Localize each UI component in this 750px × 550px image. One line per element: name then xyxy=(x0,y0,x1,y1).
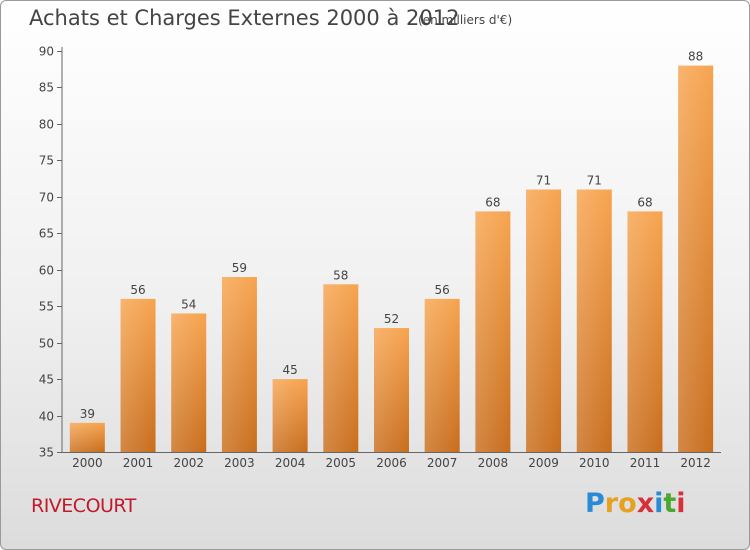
y-tick-label: 80 xyxy=(39,118,54,132)
logo-letter: x xyxy=(636,488,655,519)
y-tick-label: 55 xyxy=(39,300,54,314)
bar-highlight xyxy=(526,189,562,452)
y-tick-label: 50 xyxy=(39,337,54,351)
bar-value-label: 88 xyxy=(688,50,703,64)
logo-letter: o xyxy=(618,488,637,519)
bar-highlight xyxy=(69,422,105,452)
bar-value-label: 56 xyxy=(130,283,145,297)
bar-highlight xyxy=(576,189,612,452)
y-tick-label: 90 xyxy=(39,45,54,59)
bars: 39 56 54 59 45 58 52 56 68 71 71 68 88 xyxy=(69,50,714,452)
y-tick-label: 35 xyxy=(39,446,54,460)
x-tick-label: 2006 xyxy=(376,456,407,470)
x-tick-label: 2007 xyxy=(427,456,458,470)
proxiti-logo: Proxiti xyxy=(585,488,686,519)
y-axis: 35 40 45 50 55 60 65 70 75 80 85 90 xyxy=(39,45,63,460)
bar-highlight xyxy=(272,379,308,452)
bar-value-label: 68 xyxy=(485,195,500,209)
x-tick-label: 2010 xyxy=(579,456,610,470)
logo-letter: P xyxy=(585,488,605,519)
bar-value-label: 45 xyxy=(282,363,297,377)
x-axis: 2000 2001 2002 2003 2004 2005 2006 2007 2008 2009… xyxy=(62,452,721,470)
logo-letter: r xyxy=(604,488,619,519)
bar-highlight xyxy=(475,211,511,452)
bar-value-label: 52 xyxy=(384,312,399,326)
x-tick-label: 2012 xyxy=(680,456,711,470)
chart-title: Achats et Charges Externes 2000 à 2012 xyxy=(29,6,460,30)
x-tick-label: 2001 xyxy=(123,456,154,470)
town-name: RIVECOURT xyxy=(31,495,136,517)
y-tick-label: 70 xyxy=(39,191,54,205)
x-tick-label: 2009 xyxy=(528,456,559,470)
x-tick-label: 2002 xyxy=(173,456,204,470)
x-tick-label: 2005 xyxy=(326,456,357,470)
logo-letter: i xyxy=(676,488,686,519)
bar-value-label: 71 xyxy=(587,174,602,188)
bar-highlight xyxy=(424,298,460,452)
x-tick-label: 2008 xyxy=(478,456,509,470)
y-tick-label: 65 xyxy=(39,227,54,241)
bar-value-label: 71 xyxy=(536,174,551,188)
bar-value-label: 68 xyxy=(637,195,652,209)
bar-highlight xyxy=(323,284,359,452)
bar-highlight xyxy=(120,298,156,452)
bar-highlight xyxy=(221,277,257,452)
x-tick-label: 2000 xyxy=(72,456,103,470)
bar-highlight xyxy=(627,211,663,452)
chart-unit: (en milliers d'€) xyxy=(418,13,513,27)
bar-value-label: 54 xyxy=(181,297,196,311)
x-tick-label: 2011 xyxy=(630,456,661,470)
logo-letter: t xyxy=(663,488,677,519)
bar-value-label: 39 xyxy=(80,407,95,421)
bar-value-label: 58 xyxy=(333,268,348,282)
bar-highlight xyxy=(374,328,409,452)
x-tick-label: 2003 xyxy=(224,456,255,470)
y-tick-label: 85 xyxy=(39,81,54,95)
bar-value-label: 59 xyxy=(232,261,247,275)
bar-highlight xyxy=(678,65,714,452)
x-tick-label: 2004 xyxy=(275,456,306,470)
y-tick-label: 45 xyxy=(39,373,54,387)
bar-highlight xyxy=(171,313,207,452)
y-tick-label: 60 xyxy=(39,264,54,278)
bar-value-label: 56 xyxy=(435,283,450,297)
logo-letter: i xyxy=(654,488,664,519)
y-tick-label: 75 xyxy=(39,154,54,168)
y-tick-label: 40 xyxy=(39,410,54,424)
